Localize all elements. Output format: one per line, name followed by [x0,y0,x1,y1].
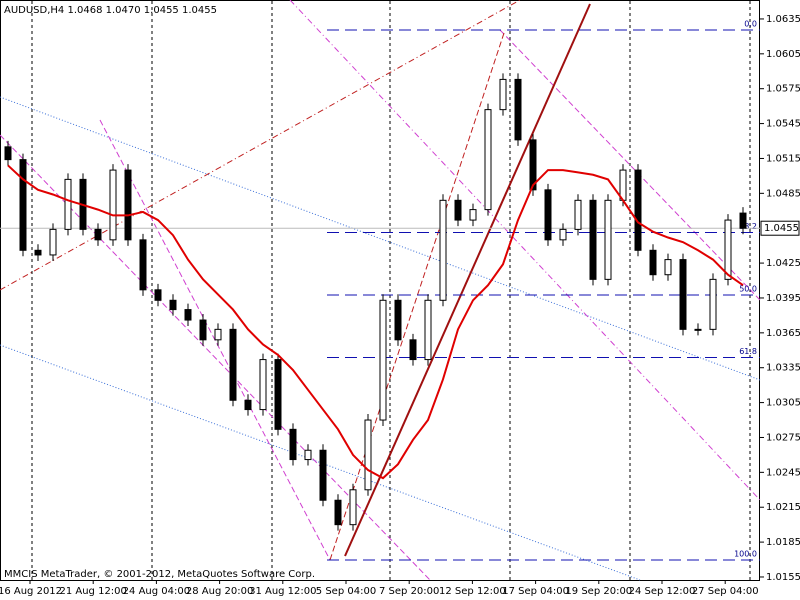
y-tick-label: 1.0155 [766,572,800,583]
candle-body [64,178,72,230]
x-tick-label: 12 Sep 12:00 [439,586,506,597]
x-tick-label: 19 Sep 20:00 [565,586,632,597]
candle-body [214,328,222,341]
candle-body [634,169,642,251]
y-tick-label: 1.0365 [766,328,800,339]
candle-body [94,228,102,241]
candle-body [289,428,297,461]
candle-body [19,159,27,251]
candle-body [199,319,207,341]
y-tick-label: 1.0335 [766,363,800,374]
y-tick-label: 1.0425 [766,258,800,269]
candle-body [694,328,702,331]
candle-body [664,259,672,276]
plot-frame [0,0,760,581]
y-tick-label: 1.0395 [766,293,800,304]
x-tick-label: 28 Aug 20:00 [186,586,253,597]
candle-body [499,78,507,111]
fib-label: 100.0 [734,550,757,559]
current-price-label: 1.0455 [764,223,799,234]
candle-body [394,299,402,341]
y-tick-label: 1.0215 [766,502,800,513]
candle-body [154,289,162,301]
y-tick-label: 1.0275 [766,432,800,443]
y-tick-label: 1.0485 [766,188,800,199]
fib-label: 0.0 [744,19,757,28]
candle-body [739,212,747,229]
candle-body [34,249,42,256]
candle-body [439,199,447,301]
candle-body [124,169,132,241]
y-tick-label: 1.0245 [766,467,800,478]
candle-body [484,109,492,211]
candle-body [229,328,237,401]
candle-body [604,199,612,280]
candle-body [334,499,342,526]
candle-body [109,169,117,241]
candle-body [514,78,522,141]
candle-body [169,299,177,311]
fib-label: 50.0 [739,284,757,293]
candle-body [454,199,462,221]
candle-body [424,299,432,361]
candle-body [49,228,57,256]
candle-body [244,399,252,411]
candle-body [679,259,687,330]
x-tick-label: 24 Sep 12:00 [629,586,696,597]
candle-body [274,359,282,430]
candle-body [469,209,477,221]
x-tick-label: 24 Aug 04:00 [123,586,190,597]
y-tick-label: 1.0185 [766,537,800,548]
candle-body [409,339,417,361]
header: AUDUSD,H4 1.0468 1.0470 1.0455 1.0455 [4,5,217,16]
candle-body [319,449,327,501]
candle-body [184,309,192,321]
candle-body [559,228,567,241]
y-tick-label: 1.0575 [766,84,800,95]
candle-body [649,249,657,276]
candle-body [589,199,597,280]
candle-body [544,189,552,241]
candle-body [709,278,717,330]
y-tick-label: 1.0545 [766,119,800,130]
x-tick-label: 5 Sep 04:00 [316,586,376,597]
candle-body [364,419,372,491]
candle-body [379,299,387,421]
footer: MMCIS MetaTrader, © 2001-2012, MetaQuote… [4,569,315,580]
moving-average [7,164,744,480]
candle-body [304,449,312,461]
x-tick-label: 27 Sep 04:00 [692,586,759,597]
candle-body [139,239,147,291]
y-tick-label: 1.0515 [766,153,800,164]
day-separators [31,1,751,580]
x-tick-label: 7 Sep 20:00 [379,586,439,597]
fib-label: 61.8 [739,347,757,356]
x-tick-label: 16 Aug 2012 [0,586,62,597]
candle-body [574,199,582,230]
candle-body [259,359,267,411]
x-tick-label: 21 Aug 12:00 [59,586,126,597]
x-tick-label: 17 Sep 04:00 [502,586,569,597]
candle-body [4,146,12,161]
fib-label: 38.2 [739,222,757,231]
current-price-box [760,220,800,236]
candle-body [529,139,537,191]
y-tick-label: 1.0605 [766,49,800,60]
candle-body [724,219,732,280]
y-tick-label: 1.0305 [766,398,800,409]
y-tick-label: 1.0635 [766,14,800,25]
x-tick-label: 31 Aug 12:00 [249,586,316,597]
candle-body [349,489,357,526]
